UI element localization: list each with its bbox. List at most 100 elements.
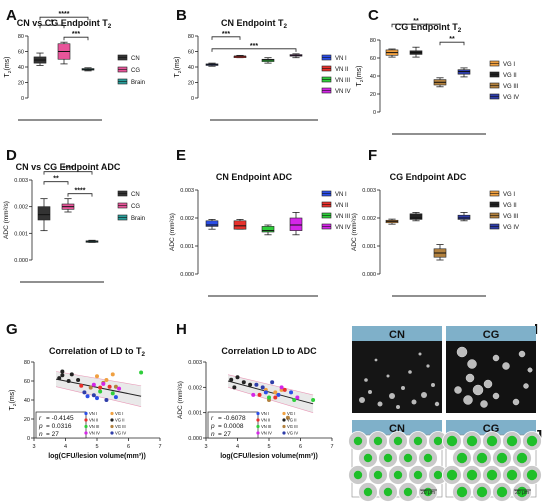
y-tick-label: 0.000 — [180, 272, 194, 278]
point-vg-ii — [60, 369, 65, 374]
point-vg-iv — [260, 385, 265, 390]
granule — [527, 367, 533, 373]
y-tick-label: 20 — [18, 81, 24, 87]
legend-label-vg-iv: VG IV — [503, 225, 519, 231]
y-axis-label: ADC (mm²/s) — [177, 381, 184, 419]
y-tick-label: 0.000 — [14, 258, 28, 264]
legend-label-vn-ii: VN II — [89, 418, 98, 423]
box-vn-ii — [233, 220, 247, 230]
legend-label-brain: Brain — [131, 216, 145, 222]
point-vn-ii — [107, 384, 112, 389]
legend-label-vg-iii: VG III — [503, 214, 519, 220]
cell-nucleus — [353, 470, 363, 480]
cell-nucleus — [413, 470, 423, 480]
legend-dot-vg-i — [110, 411, 114, 416]
y-axis-label-unit: (ms) — [174, 56, 181, 70]
significance-label: **** — [63, 166, 74, 173]
legend-label-vn-ii: VN II — [261, 418, 270, 423]
panel-letter-i: I — [534, 321, 538, 338]
box-vn-iv — [289, 217, 303, 231]
cell-nucleus — [423, 453, 433, 463]
significance-bracket — [391, 23, 441, 28]
y-tick-label: 0 — [191, 96, 194, 102]
legend-label-brain: Brain — [131, 80, 145, 86]
y-tick-label: 80 — [370, 38, 376, 44]
point-vg-ii — [241, 380, 246, 385]
chart-title-main: CG Endpoint T — [395, 22, 458, 32]
y-tick-label: 20 — [24, 417, 30, 423]
granule — [492, 354, 500, 362]
legend-label-vn-iv: VN IV — [335, 89, 351, 95]
y-tick-label: 0.001 — [188, 411, 202, 417]
stats-symbol: p — [210, 423, 215, 430]
point-vg-iv — [254, 382, 259, 387]
legend-label-vg-iv: VG IV — [115, 431, 126, 436]
cell-nucleus — [456, 452, 468, 464]
granule — [467, 359, 477, 369]
granule — [418, 352, 422, 356]
significance-label: **** — [59, 11, 70, 18]
y-tick-label: 0.003 — [14, 178, 28, 184]
granule — [463, 395, 473, 405]
stats-value: = 0.0316 — [46, 423, 72, 430]
panel-i-left-header — [352, 326, 442, 341]
y-axis-label: T2(ms) — [9, 389, 18, 410]
legend-dot-vn-iv — [256, 431, 260, 435]
chart-title: CN vs CG Endpoint T2 — [17, 18, 112, 30]
legend-label-vn-ii: VN II — [335, 67, 349, 73]
y-tick-label: 0.003 — [180, 188, 194, 194]
significance-bracket — [211, 36, 241, 40]
legend-label-vg-i: VG I — [115, 411, 123, 416]
x-axis-label: log(CFU/lesion volume(mm³)) — [48, 453, 146, 460]
y-axis-label-main: T — [174, 73, 181, 78]
point-vn-i — [289, 390, 294, 395]
cell-nucleus — [526, 435, 538, 447]
cell-nucleus — [383, 453, 393, 463]
granule — [502, 362, 510, 370]
cell-nucleus — [393, 436, 403, 446]
legend-label-vn-iii: VN III — [335, 78, 350, 84]
significance-label: *** — [72, 31, 80, 38]
point-vg-i — [104, 378, 109, 383]
y-tick-label: 0.001 — [14, 231, 28, 237]
granule — [434, 401, 440, 407]
y-tick-label: 0.001 — [180, 244, 194, 250]
cell-nucleus — [433, 470, 443, 480]
cell-nucleus — [446, 435, 458, 447]
legend-label-vn-i: VN I — [335, 56, 347, 62]
stats-symbol: r — [211, 415, 214, 422]
legend-dot-vg-i — [282, 411, 286, 416]
cell-nucleus — [476, 452, 488, 464]
significance-bracket — [39, 16, 89, 21]
granule — [389, 393, 395, 399]
panel-i-right-header — [446, 326, 536, 341]
x-tick-label: 7 — [158, 444, 161, 450]
stats-value: = -0.6078 — [218, 415, 246, 422]
stats-symbol: n — [39, 431, 43, 438]
legend-dot-vn-iii — [84, 424, 88, 429]
stats-box — [207, 411, 259, 439]
granule — [374, 358, 378, 362]
x-tick-label: 6 — [127, 444, 130, 450]
point-vg-ii — [60, 373, 65, 378]
chart-title: Correlation LD to ADC — [221, 346, 317, 356]
chart-title-subscript: 2 — [283, 23, 287, 30]
point-vn-iii — [267, 395, 271, 400]
point-vg-ii — [66, 379, 71, 383]
granule — [396, 405, 400, 409]
significance-label: ** — [449, 36, 455, 43]
legend-label-vn-i: VN I — [335, 192, 347, 198]
y-tick-label: 60 — [18, 50, 24, 56]
y-axis-label-subscript: 2 — [177, 70, 183, 73]
legend-label-vg-iii: VG III — [115, 424, 126, 429]
panel-letter-a: A — [6, 7, 17, 24]
legend-label-vg-i: VG I — [503, 192, 515, 198]
granule — [483, 379, 493, 389]
cell-nucleus — [486, 469, 498, 481]
panel-i-right-granules — [454, 346, 533, 408]
point-vg-ii — [76, 378, 81, 383]
chart-title: CG Endpoint T2 — [395, 22, 462, 34]
significance-bracket — [67, 193, 93, 197]
y-tick-label: 0.003 — [362, 188, 376, 194]
chart-title-main: Correlation LD to ADC — [221, 346, 317, 356]
